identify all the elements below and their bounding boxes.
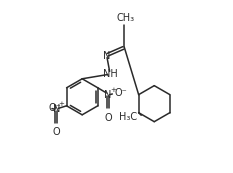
Text: +: + [58, 101, 64, 107]
Text: CH₃: CH₃ [116, 13, 134, 23]
Text: N: N [104, 90, 112, 100]
Text: O⁻: O⁻ [48, 103, 61, 112]
Text: O: O [52, 127, 60, 137]
Text: +: + [110, 87, 116, 93]
Text: H₃C: H₃C [119, 112, 137, 122]
Text: NH: NH [103, 69, 118, 79]
Text: O: O [104, 113, 112, 123]
Text: O⁻: O⁻ [115, 88, 128, 98]
Text: N: N [53, 104, 60, 114]
Text: N: N [103, 51, 110, 61]
